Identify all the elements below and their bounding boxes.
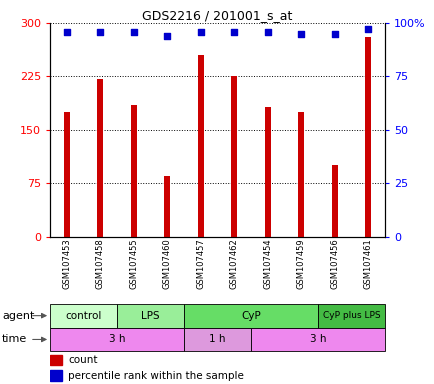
Bar — [50, 355, 62, 365]
Bar — [64, 112, 69, 237]
Bar — [50, 328, 184, 351]
Text: count: count — [68, 355, 98, 365]
Text: percentile rank within the sample: percentile rank within the sample — [68, 371, 244, 381]
Bar — [264, 107, 270, 237]
Point — [164, 33, 171, 39]
Text: CyP plus LPS: CyP plus LPS — [322, 311, 379, 320]
Bar — [184, 304, 317, 328]
Text: 3 h: 3 h — [309, 334, 326, 344]
Bar — [298, 112, 303, 237]
Bar — [50, 370, 62, 381]
Text: LPS: LPS — [141, 311, 159, 321]
Bar — [317, 304, 384, 328]
Point — [230, 28, 237, 35]
Bar — [131, 105, 136, 237]
Text: time: time — [2, 334, 27, 344]
Point — [197, 28, 204, 35]
Bar — [365, 37, 370, 237]
Bar — [50, 304, 117, 328]
Text: agent: agent — [2, 311, 34, 321]
Point — [264, 28, 271, 35]
Point — [97, 28, 104, 35]
Bar — [231, 76, 237, 237]
Point — [63, 28, 70, 35]
Bar — [197, 55, 203, 237]
Text: 1 h: 1 h — [209, 334, 225, 344]
Point — [297, 31, 304, 37]
Text: 3 h: 3 h — [108, 334, 125, 344]
Bar — [184, 328, 250, 351]
Text: CyP: CyP — [240, 311, 260, 321]
Text: control: control — [65, 311, 102, 321]
Bar — [164, 176, 170, 237]
Bar — [331, 166, 337, 237]
Bar — [117, 304, 184, 328]
Point — [364, 26, 371, 33]
Point — [130, 28, 137, 35]
Title: GDS2216 / 201001_s_at: GDS2216 / 201001_s_at — [142, 9, 292, 22]
Point — [331, 31, 338, 37]
Bar — [97, 79, 103, 237]
Bar — [250, 328, 384, 351]
